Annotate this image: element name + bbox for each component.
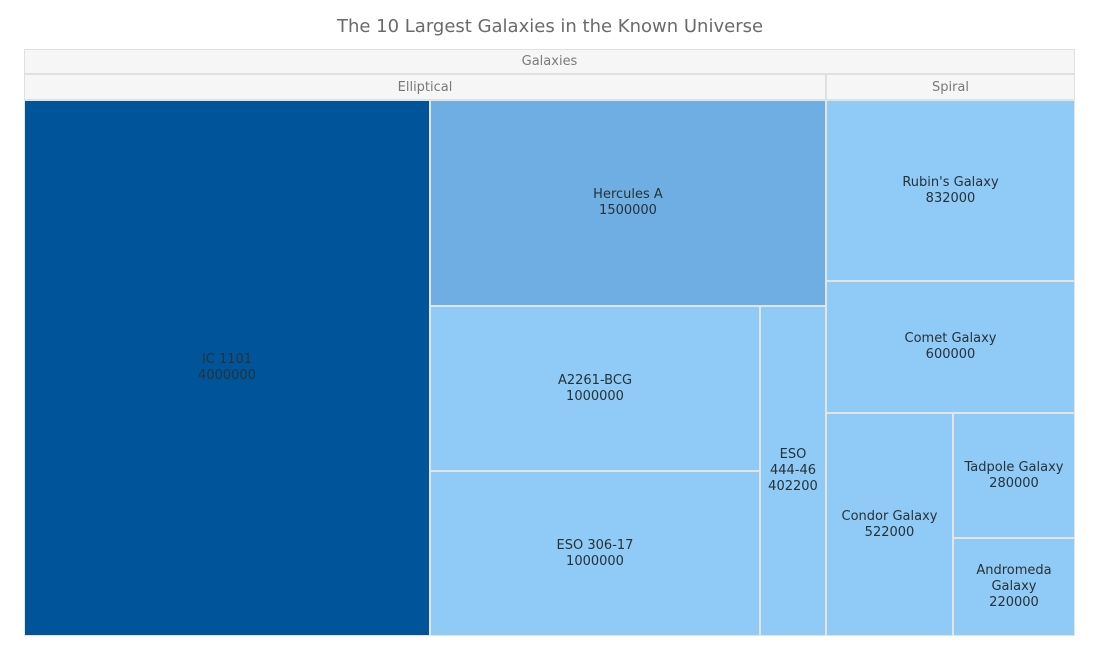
- treemap-tile-rubins-galaxy[interactable]: Rubin's Galaxy 832000: [826, 100, 1075, 281]
- treemap-tile-eso-444-46[interactable]: ESO 444-46 402200: [760, 306, 826, 636]
- tile-value: 1000000: [566, 553, 624, 569]
- treemap-tile-andromeda-galaxy[interactable]: Andromeda Galaxy 220000: [953, 538, 1075, 636]
- tile-label: ESO 444-46: [769, 447, 817, 478]
- treemap-tile-condor-galaxy[interactable]: Condor Galaxy 522000: [826, 413, 953, 636]
- tile-value: 600000: [925, 347, 976, 362]
- tile-value: 832000: [925, 190, 976, 206]
- tile-label: ESO 306-17: [556, 537, 634, 553]
- tile-label: A2261-BCG: [557, 372, 633, 388]
- tile-value: 402200: [768, 479, 818, 494]
- treemap-tile-a2261-bcg[interactable]: A2261-BCG 1000000: [430, 306, 760, 471]
- tile-label: IC 1101: [201, 352, 253, 367]
- group-header-elliptical[interactable]: Elliptical: [24, 74, 826, 100]
- tile-value: 522000: [864, 524, 915, 540]
- root-header-galaxies[interactable]: Galaxies: [24, 49, 1075, 74]
- chart-title: The 10 Largest Galaxies in the Known Uni…: [336, 16, 764, 37]
- tile-label: Condor Galaxy: [841, 508, 938, 524]
- treemap-tile-hercules-a[interactable]: Hercules A 1500000: [430, 100, 826, 306]
- treemap-tile-tadpole-galaxy[interactable]: Tadpole Galaxy 280000: [953, 413, 1075, 538]
- treemap-tile-eso-306-17[interactable]: ESO 306-17 1000000: [430, 471, 760, 636]
- tile-label: Andromeda Galaxy: [976, 563, 1052, 594]
- group-header-spiral[interactable]: Spiral: [826, 74, 1075, 100]
- tile-value: 1000000: [566, 388, 624, 404]
- tile-value: 280000: [989, 475, 1039, 491]
- treemap-tile-comet-galaxy[interactable]: Comet Galaxy 600000: [826, 281, 1075, 413]
- tile-value: 1500000: [599, 203, 657, 218]
- tile-value: 4000000: [198, 368, 256, 383]
- tile-label: Hercules A: [593, 187, 663, 202]
- tile-label: Rubin's Galaxy: [902, 174, 999, 190]
- tile-value: 220000: [989, 595, 1039, 610]
- tile-label: Tadpole Galaxy: [964, 459, 1064, 475]
- treemap-tile-ic-1101[interactable]: IC 1101 4000000: [24, 100, 430, 636]
- tile-label: Comet Galaxy: [904, 331, 997, 346]
